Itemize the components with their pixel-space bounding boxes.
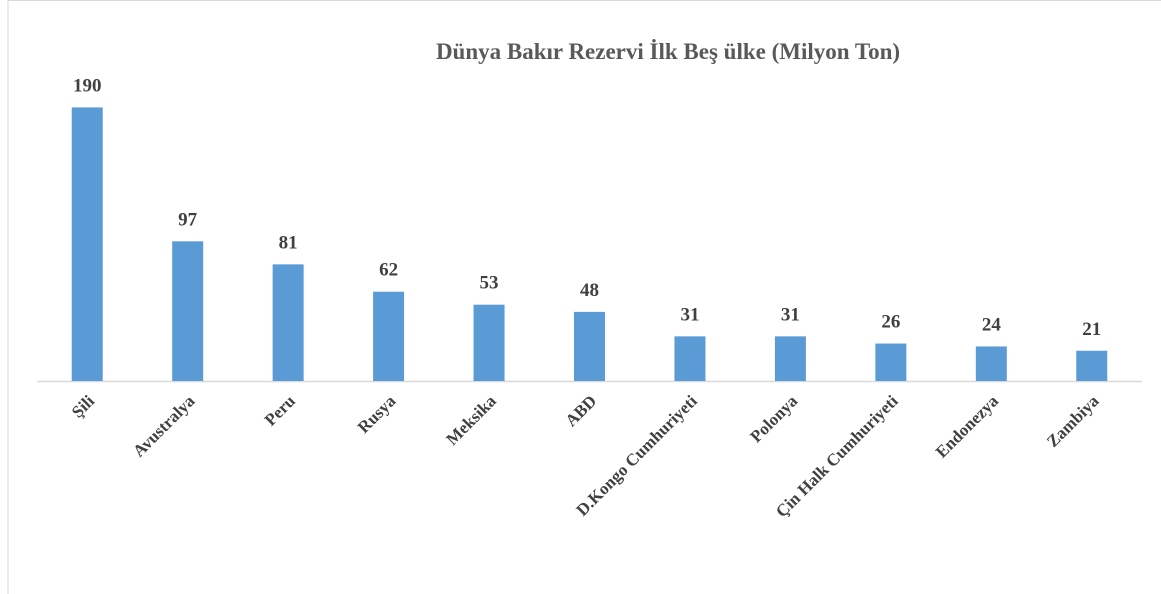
data-label: 21 xyxy=(1082,319,1101,340)
data-label: 53 xyxy=(480,273,499,294)
bar xyxy=(71,107,103,382)
bar xyxy=(373,291,405,381)
bar xyxy=(574,311,605,381)
bar xyxy=(875,343,907,381)
data-label: 48 xyxy=(580,280,599,301)
bar xyxy=(473,304,505,381)
bar xyxy=(975,346,1007,381)
chart-border xyxy=(7,0,1161,594)
chart-title: Dünya Bakır Rezervi İlk Beş ülke (Milyon… xyxy=(436,39,900,64)
x-tick-label: Avustralya xyxy=(129,391,199,461)
bar xyxy=(1076,350,1108,381)
data-label: 81 xyxy=(279,232,298,253)
data-label: 24 xyxy=(982,314,1002,335)
x-tick-label: Endonezya xyxy=(932,391,1003,462)
bar xyxy=(774,336,806,381)
data-label: 26 xyxy=(881,312,900,333)
x-tick-label: Zambiya xyxy=(1043,391,1103,451)
bar xyxy=(272,264,304,381)
bar xyxy=(172,241,204,381)
x-tick-label: Şili xyxy=(68,391,98,421)
data-label: 31 xyxy=(781,304,800,325)
data-label: 190 xyxy=(73,75,102,96)
x-tick-label: Polonya xyxy=(746,391,801,446)
x-tick-label: Peru xyxy=(261,391,299,429)
x-tick-label: Rusya xyxy=(354,391,400,437)
bar xyxy=(674,336,706,381)
data-label: 62 xyxy=(379,260,398,281)
data-label: 31 xyxy=(680,304,699,325)
x-tick-label: Meksika xyxy=(442,391,500,449)
x-tick-label: ABD xyxy=(562,391,601,430)
data-label: 97 xyxy=(178,209,198,230)
